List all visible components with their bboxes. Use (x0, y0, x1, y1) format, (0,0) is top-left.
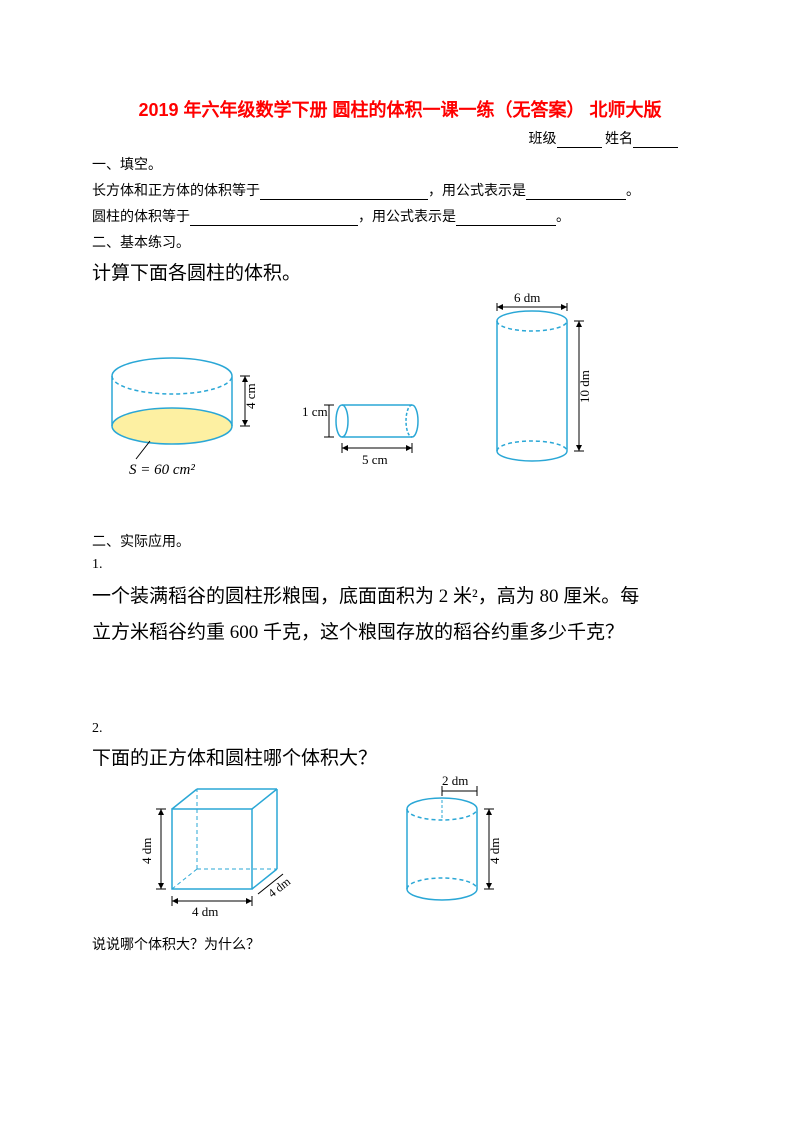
section2-heading: 二、基本练习。 (92, 232, 708, 252)
cube-h-label: 4 dm (142, 838, 154, 864)
section1-heading: 一、填空。 (92, 154, 708, 174)
cylinder-row: 4 cm S = 60 cm² 1 cm 5 cm (92, 291, 708, 481)
name-blank (633, 133, 678, 148)
q2-cylinder-figure: 2 dm 4 dm (382, 774, 522, 924)
page-title: 2019 年六年级数学下册 圆柱的体积一课一练（无答案） 北师大版 (92, 96, 708, 122)
section2-instr: 计算下面各圆柱的体积。 (92, 258, 708, 285)
cyl1-base-label: S = 60 cm² (129, 462, 195, 478)
class-label: 班级 (529, 132, 557, 147)
fill2-c: 。 (556, 210, 570, 225)
cyl2-len-label: 5 cm (362, 452, 388, 467)
fill1-b: ，用公式表示是 (428, 184, 526, 199)
cylinder2-figure: 1 cm 5 cm (302, 371, 452, 481)
blank2a (190, 211, 358, 226)
fill1-a: 长方体和正方体的体积等于 (92, 184, 260, 199)
q1-text: 一个装满稻谷的圆柱形粮囤，底面面积为 2 米²，高为 80 厘米。每 立方米稻谷… (92, 579, 708, 651)
cube-figure: 4 dm 4 dm 4 dm (142, 774, 322, 924)
q2cyl-h-label: 4 dm (487, 838, 502, 864)
cube-d-label: 4 dm (265, 874, 293, 900)
cyl3-h-label: 10 dm (577, 370, 592, 403)
cyl1-height-label: 4 cm (243, 383, 258, 409)
fill1-c: 。 (626, 184, 640, 199)
name-label: 姓名 (605, 132, 633, 147)
cyl3-d-label: 6 dm (514, 291, 540, 305)
q2-figure-row: 4 dm 4 dm 4 dm 2 dm (142, 774, 708, 924)
blank1a (260, 185, 428, 200)
blank2b (456, 211, 556, 226)
q2-number: 2. (92, 721, 708, 737)
q2-tail: 说说哪个体积大？为什么？ (92, 934, 708, 954)
fill2-b: ，用公式表示是 (358, 210, 456, 225)
q2-text: 下面的正方体和圆柱哪个体积大？ (92, 743, 708, 770)
class-blank (557, 133, 602, 148)
fill-line2: 圆柱的体积等于 ，用公式表示是 。 (92, 206, 708, 226)
q1-line2: 立方米稻谷约重 600 千克，这个粮囤存放的稻谷约重多少千克？ (92, 615, 708, 651)
cube-w-label: 4 dm (192, 904, 218, 919)
section3-heading: 二、实际应用。 (92, 531, 708, 551)
fill2-a: 圆柱的体积等于 (92, 210, 190, 225)
fill-line1: 长方体和正方体的体积等于 ，用公式表示是 。 (92, 180, 708, 200)
q2cyl-d-label: 2 dm (442, 774, 468, 788)
cylinder3-figure: 6 dm 10 dm (472, 291, 612, 481)
q1-line1: 一个装满稻谷的圆柱形粮囤，底面面积为 2 米²，高为 80 厘米。每 (92, 579, 708, 615)
q1-number: 1. (92, 557, 708, 573)
blank1b (526, 185, 626, 200)
cylinder1-figure: 4 cm S = 60 cm² (92, 341, 282, 481)
cyl2-d-label: 1 cm (302, 404, 328, 419)
header-fields: 班级 姓名 (92, 128, 708, 148)
